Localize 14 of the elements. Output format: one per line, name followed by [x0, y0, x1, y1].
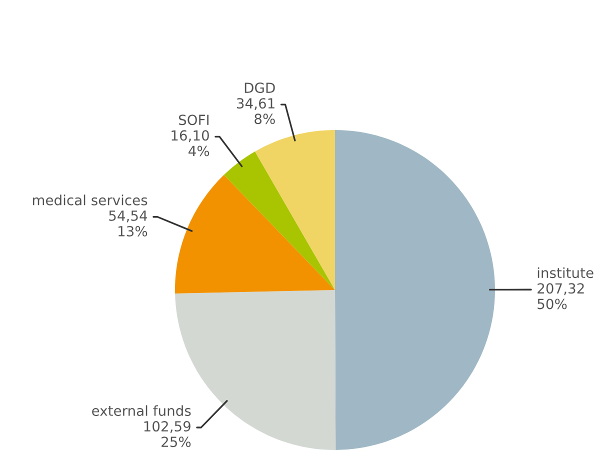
data-label: 102,59 25% — [144, 421, 191, 448]
data-label: 16,10 4% — [172, 130, 210, 156]
slice-label: DGD — [244, 82, 275, 94]
pie-slice — [175, 174, 335, 294]
slice-label: SOFI — [178, 114, 209, 126]
pie-slice — [224, 151, 335, 290]
pie-slice — [335, 130, 495, 450]
slice-label: external funds — [92, 405, 191, 416]
slice-label: institute — [538, 267, 594, 278]
data-label: 54,54 13% — [109, 210, 148, 236]
pie-slice — [254, 130, 335, 290]
data-label: 34,61 8% — [236, 98, 275, 124]
data-label: 207,32 50% — [538, 283, 584, 310]
slice-label: medical services — [32, 194, 148, 206]
